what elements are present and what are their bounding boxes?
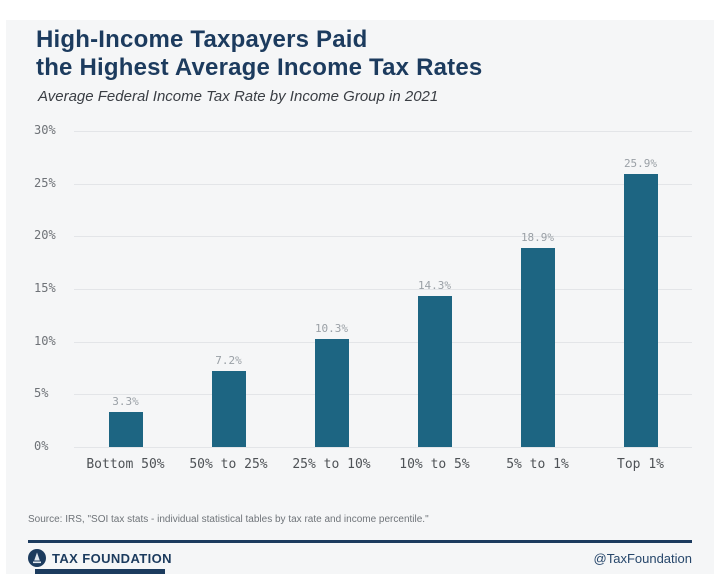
bar-chart: 0% 5% 10% 15% 20% 25% 30% 3.3% Bottom 50% 7.2% 50%… bbox=[28, 116, 692, 478]
bar bbox=[211, 371, 246, 447]
footer-bar: TAX FOUNDATION @TaxFoundation bbox=[28, 548, 692, 568]
x-axis-category-label: 5% to 1% bbox=[506, 457, 569, 472]
bar bbox=[108, 412, 143, 447]
title-line-2: the Highest Average Income Tax Rates bbox=[36, 54, 483, 81]
gridline bbox=[74, 131, 692, 132]
gridline bbox=[74, 447, 692, 448]
x-axis-category-label: Top 1% bbox=[617, 457, 664, 472]
brand-lockup: TAX FOUNDATION bbox=[28, 549, 172, 567]
x-axis-category-label: Bottom 50% bbox=[86, 457, 165, 472]
gridline bbox=[74, 236, 692, 238]
chart-card bbox=[6, 20, 714, 574]
x-axis-category-label: 25% to 10% bbox=[292, 457, 371, 472]
y-axis-tick-label: 15% bbox=[34, 281, 56, 295]
gridline bbox=[74, 289, 692, 290]
chart-subtitle: Average Federal Income Tax Rate by Incom… bbox=[38, 88, 439, 105]
bar bbox=[623, 174, 658, 447]
y-axis-tick-label: 30% bbox=[34, 123, 56, 137]
bar-value-label: 7.2% bbox=[215, 354, 242, 368]
x-axis-category-label: 50% to 25% bbox=[189, 457, 268, 472]
gridline bbox=[74, 341, 692, 343]
gridline bbox=[74, 394, 692, 396]
gridline bbox=[74, 183, 692, 185]
page-title: High-Income Taxpayers Paid the Highest A… bbox=[36, 26, 482, 82]
bar bbox=[417, 296, 452, 447]
footer-divider bbox=[28, 540, 692, 543]
brand-name: TAX FOUNDATION bbox=[52, 550, 172, 566]
source-note: Source: IRS, "SOI tax stats - individual… bbox=[28, 514, 429, 525]
bar-value-label: 10.3% bbox=[314, 321, 349, 335]
y-axis-tick-label: 25% bbox=[34, 175, 56, 190]
bar-value-label: 25.9% bbox=[623, 157, 658, 171]
tax-foundation-logo-icon bbox=[28, 549, 46, 567]
bar bbox=[520, 247, 555, 447]
y-axis-tick-label: 10% bbox=[34, 333, 56, 348]
bottom-accent-bar bbox=[35, 569, 165, 574]
bar-value-label: 3.3% bbox=[112, 395, 139, 409]
title-line-1: High-Income Taxpayers Paid bbox=[36, 26, 368, 53]
bar-value-label: 14.3% bbox=[417, 279, 452, 293]
y-axis-tick-label: 20% bbox=[34, 228, 56, 243]
y-axis-tick-label: 0% bbox=[34, 439, 49, 453]
bar-value-label: 18.9% bbox=[520, 230, 555, 244]
twitter-handle-link[interactable]: @TaxFoundation bbox=[593, 550, 692, 566]
x-axis-category-label: 10% to 5% bbox=[399, 457, 470, 472]
y-axis-tick-label: 5% bbox=[34, 386, 49, 401]
bar bbox=[314, 338, 349, 447]
